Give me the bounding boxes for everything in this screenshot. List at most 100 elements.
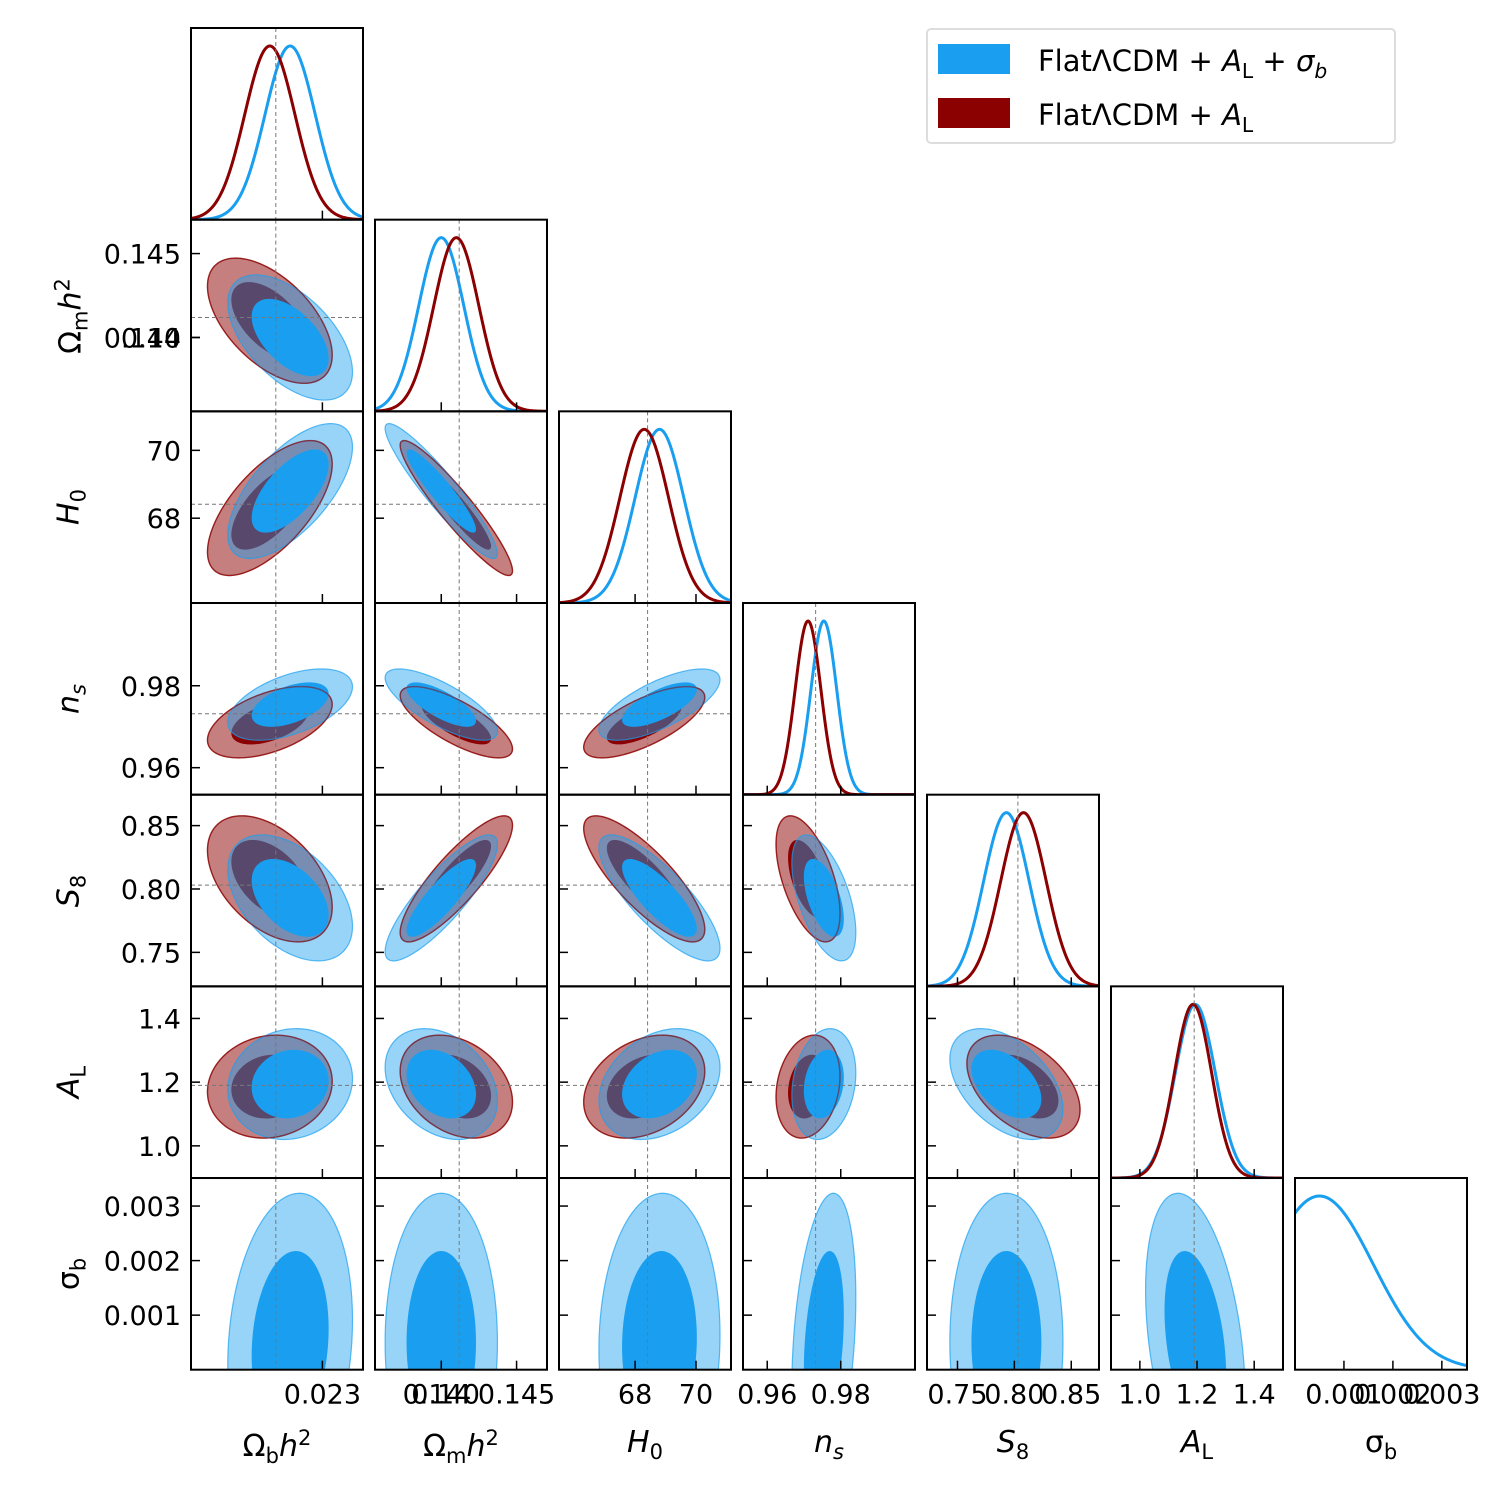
y-tick-label: 0.145: [104, 240, 181, 271]
contour-68: [803, 858, 844, 937]
x-tick-label: 0.75: [927, 1380, 987, 1411]
y-tick-label: 0.75: [121, 938, 181, 969]
panel-body: [559, 794, 731, 987]
panel-body: [743, 794, 915, 987]
marginal-curve: [375, 236, 547, 412]
x-axis-label: Ωmh2: [423, 1426, 499, 1468]
y-tick-label: 0.80: [121, 875, 181, 906]
x-axis-label: Ωbh2: [242, 1426, 312, 1468]
panel: [926, 985, 1100, 1180]
marginal-curve: [1111, 1002, 1283, 1179]
panel: [558, 985, 732, 1180]
contour-95-outline: [206, 439, 333, 577]
legend-swatch: [938, 44, 1010, 74]
panel: 0.96 0.98: [737, 1177, 916, 1411]
x-axis-label: AL: [1180, 1425, 1214, 1464]
y-tick-label: 0.98: [121, 672, 181, 703]
panel-body: [191, 411, 363, 604]
x-tick-label: 0.80: [984, 1380, 1044, 1411]
contour-95-outline: [206, 815, 333, 943]
panel: [374, 602, 548, 796]
panel-body: [191, 603, 363, 795]
y-tick-label: 1.4: [138, 1004, 181, 1035]
x-tick-label: 0.96: [737, 1380, 797, 1411]
contour-95-outline: [582, 1034, 706, 1139]
contour-68: [971, 1049, 1042, 1119]
panel-body: [191, 219, 363, 412]
panel-frame: [926, 1177, 1100, 1371]
panel: [558, 410, 732, 605]
contour-95-outline: [399, 685, 514, 759]
contour-68: [1164, 1251, 1227, 1370]
marginal-curve: [1295, 1194, 1467, 1368]
panel-frame: [742, 1177, 916, 1371]
panel: [558, 793, 732, 988]
x-tick-label: 0.002: [1354, 1380, 1431, 1411]
panel-body: [384, 1178, 499, 1370]
panel: [1110, 985, 1284, 1180]
y-axis-label: σb: [51, 1257, 91, 1291]
panel-frame: [374, 218, 548, 413]
contour-95-outline: [399, 1034, 514, 1139]
panel: 1.0 1.2 1.4: [138, 985, 364, 1180]
panel-body: [559, 603, 731, 795]
panel: [558, 602, 732, 796]
legend-swatch: [938, 98, 1010, 128]
contour-95-outline: [206, 685, 333, 759]
panel: 68 70: [558, 1177, 732, 1411]
panel-body: [1111, 986, 1283, 1179]
marginal-curve: [1111, 1002, 1283, 1179]
panel: [374, 218, 548, 413]
contour-68: [622, 858, 697, 937]
panel-frame: [1110, 1177, 1284, 1371]
panel: 0.96 0.98: [121, 602, 364, 796]
panel-body: [191, 986, 363, 1179]
contour-95-outline: [966, 1034, 1081, 1139]
marginal-curve: [927, 811, 1099, 987]
x-axis-label: σb: [1364, 1425, 1398, 1464]
y-tick-label: 0.96: [121, 754, 181, 785]
x-tick-label: 0.001: [1305, 1380, 1382, 1411]
panel: [374, 793, 548, 988]
contour-95-outline: [206, 257, 333, 385]
contour-68: [622, 682, 697, 727]
panel-body: [559, 986, 731, 1179]
panel: [742, 602, 916, 796]
contour-68: [251, 1251, 329, 1370]
contour-95-outline: [775, 1034, 841, 1139]
panel-body: [949, 1178, 1064, 1370]
y-axis-label: ns: [51, 683, 91, 714]
panel: [926, 793, 1100, 988]
contour-68: [406, 449, 477, 533]
contour-68: [622, 1251, 697, 1370]
x-tick-label: 1.4: [1233, 1380, 1276, 1411]
x-axis-label: S8: [996, 1425, 1030, 1464]
panel: [190, 27, 364, 221]
panel-body: [375, 603, 547, 795]
y-tick-label: 0.14: [121, 323, 181, 354]
y-axis-label: H0: [51, 489, 91, 526]
marginal-curve: [559, 427, 731, 604]
y-tick-label: 70: [147, 436, 181, 467]
y-axis-label: Ωmh2: [50, 277, 93, 354]
contour-68: [251, 682, 329, 727]
panel-body: [375, 219, 547, 412]
x-tick-label: 70: [679, 1380, 713, 1411]
y-axis-label: AL: [51, 1066, 91, 1099]
panel: 0.750.800.85: [926, 1177, 1101, 1411]
panel: [374, 410, 548, 605]
panel-body: [927, 986, 1099, 1179]
contour-68: [251, 298, 329, 377]
panel-frame: [374, 1177, 548, 1371]
contour-95-outline: [582, 815, 706, 943]
panel-frame: [190, 1177, 364, 1371]
panel: [374, 985, 548, 1180]
marginal-curve: [927, 811, 1099, 987]
y-tick-label: 0.002: [104, 1247, 181, 1278]
panel-body: [743, 603, 915, 795]
